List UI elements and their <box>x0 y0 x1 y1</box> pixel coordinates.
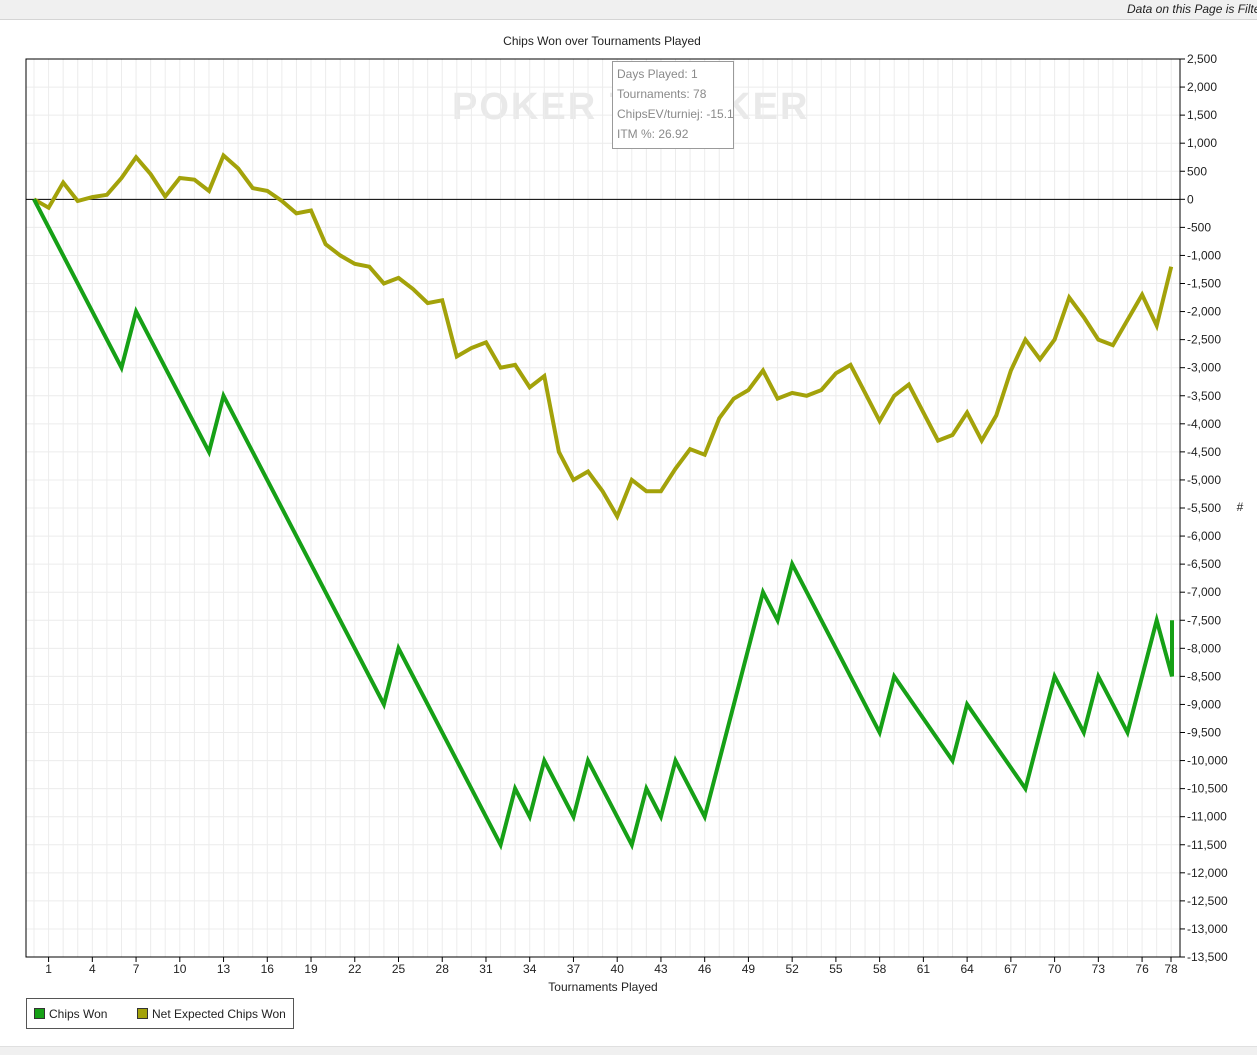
y-tick-label: -12,000 <box>1187 866 1228 880</box>
legend-swatch-chips-won <box>34 1008 45 1019</box>
y-tick-label: -7,000 <box>1187 585 1221 599</box>
x-tick-label: 43 <box>654 962 668 976</box>
series-line-net-expected-chips-won <box>33 152 1174 521</box>
series-layer <box>32 152 1174 851</box>
x-tick-label: 78 <box>1164 962 1178 976</box>
filter-note: Data on this Page is Filte <box>1127 2 1257 16</box>
x-tick-label: 58 <box>873 962 887 976</box>
tooltip-tournaments: Tournaments: 78 <box>617 87 707 101</box>
x-tick-label: 4 <box>89 962 96 976</box>
legend-item-net-expected[interactable]: Net Expected Chips Won <box>137 1007 286 1021</box>
y-tick-label: -3,000 <box>1187 361 1221 375</box>
axis-layer <box>25 58 1185 962</box>
y-tick-label: -13,000 <box>1187 922 1228 936</box>
y-tick-label: -8,000 <box>1187 641 1221 655</box>
y-tick-label: -7,500 <box>1187 613 1221 627</box>
bottom-bar <box>0 1046 1257 1055</box>
x-tick-label: 73 <box>1092 962 1106 976</box>
x-tick-label: 13 <box>217 962 231 976</box>
x-tick-label: 19 <box>304 962 318 976</box>
x-tick-layer: 1 4 7 10 13 16 19 22 25 28 31 34 37 40 43 46 49 52 55 58 61 6… <box>45 962 1178 976</box>
y-tick-label: -11,500 <box>1187 838 1227 852</box>
hover-tooltip: Days Played: 1 Tournaments: 78 ChipsEV/t… <box>612 61 734 149</box>
y-tick-label: -4,500 <box>1187 445 1221 459</box>
grid-layer <box>26 58 1180 958</box>
x-tick-label: 61 <box>917 962 931 976</box>
y-tick-label: -5,000 <box>1187 473 1221 487</box>
x-tick-label: 1 <box>45 962 52 976</box>
top-toolbar: Data on this Page is Filte <box>0 0 1257 20</box>
y-axis-label: # <box>1236 500 1244 514</box>
y-tick-label: -4,000 <box>1187 417 1221 431</box>
y-tick-label: -6,000 <box>1187 529 1221 543</box>
x-tick-label: 46 <box>698 962 712 976</box>
x-tick-label: 49 <box>742 962 756 976</box>
tooltip-days-played: Days Played: 1 <box>617 67 698 81</box>
y-tick-label: -500 <box>1187 220 1211 234</box>
x-tick-label: 40 <box>611 962 625 976</box>
chart-title: Chips Won over Tournaments Played <box>503 34 701 48</box>
y-tick-label: -11,000 <box>1187 810 1227 824</box>
y-tick-label: -12,500 <box>1187 894 1228 908</box>
y-tick-label: 500 <box>1187 164 1207 178</box>
x-tick-label: 7 <box>133 962 140 976</box>
legend-label-net-expected: Net Expected Chips Won <box>152 1007 286 1021</box>
y-tick-label: -3,500 <box>1187 389 1221 403</box>
y-tick-label: -9,500 <box>1187 726 1221 740</box>
y-tick-label: 2,500 <box>1187 52 1217 66</box>
y-tick-label: -1,000 <box>1187 248 1221 262</box>
x-tick-label: 64 <box>960 962 974 976</box>
x-tick-label: 34 <box>523 962 537 976</box>
tooltip-itm: ITM %: 26.92 <box>617 127 689 141</box>
y-tick-label: -10,500 <box>1187 782 1228 796</box>
chart-legend: Chips Won Net Expected Chips Won <box>26 998 294 1029</box>
y-tick-label: -1,500 <box>1187 277 1221 291</box>
x-tick-label: 70 <box>1048 962 1062 976</box>
y-tick-label: -8,500 <box>1187 669 1221 683</box>
x-tick-label: 37 <box>567 962 581 976</box>
y-tick-label: -13,500 <box>1187 950 1228 964</box>
x-tick-label: 22 <box>348 962 362 976</box>
y-tick-layer: 2,500 2,000 1,500 1,000 500 0 -500 -1,000 -1,500… <box>1187 52 1228 964</box>
legend-label-chips-won: Chips Won <box>49 1007 108 1021</box>
y-tick-label: -6,500 <box>1187 557 1221 571</box>
y-tick-label: -10,000 <box>1187 754 1228 768</box>
tooltip-chips-ev: ChipsEV/turniej: -15.1 <box>617 107 734 121</box>
plot-border <box>25 58 1181 958</box>
x-tick-label: 76 <box>1135 962 1149 976</box>
y-tick-label: -2,500 <box>1187 333 1221 347</box>
y-tick-label: 2,000 <box>1187 80 1217 94</box>
y-tick-label: -2,000 <box>1187 305 1221 319</box>
y-tick-label: 0 <box>1187 192 1194 206</box>
x-tick-label: 52 <box>785 962 799 976</box>
x-tick-label: 16 <box>261 962 275 976</box>
x-tick-label: 28 <box>436 962 450 976</box>
y-tick-label: -5,500 <box>1187 501 1221 515</box>
y-tick-label: 1,000 <box>1187 136 1217 150</box>
y-tick-label: 1,500 <box>1187 108 1217 122</box>
legend-item-chips-won[interactable]: Chips Won <box>34 1007 107 1021</box>
y-tick-label: -9,000 <box>1187 697 1221 711</box>
legend-swatch-net-expected <box>137 1008 148 1019</box>
x-tick-label: 67 <box>1004 962 1018 976</box>
x-tick-label: 10 <box>173 962 187 976</box>
x-tick-label: 25 <box>392 962 406 976</box>
x-axis-label: Tournaments Played <box>548 980 658 994</box>
x-tick-label: 55 <box>829 962 843 976</box>
series-line-chips-won <box>32 198 1174 851</box>
x-tick-label: 31 <box>479 962 493 976</box>
